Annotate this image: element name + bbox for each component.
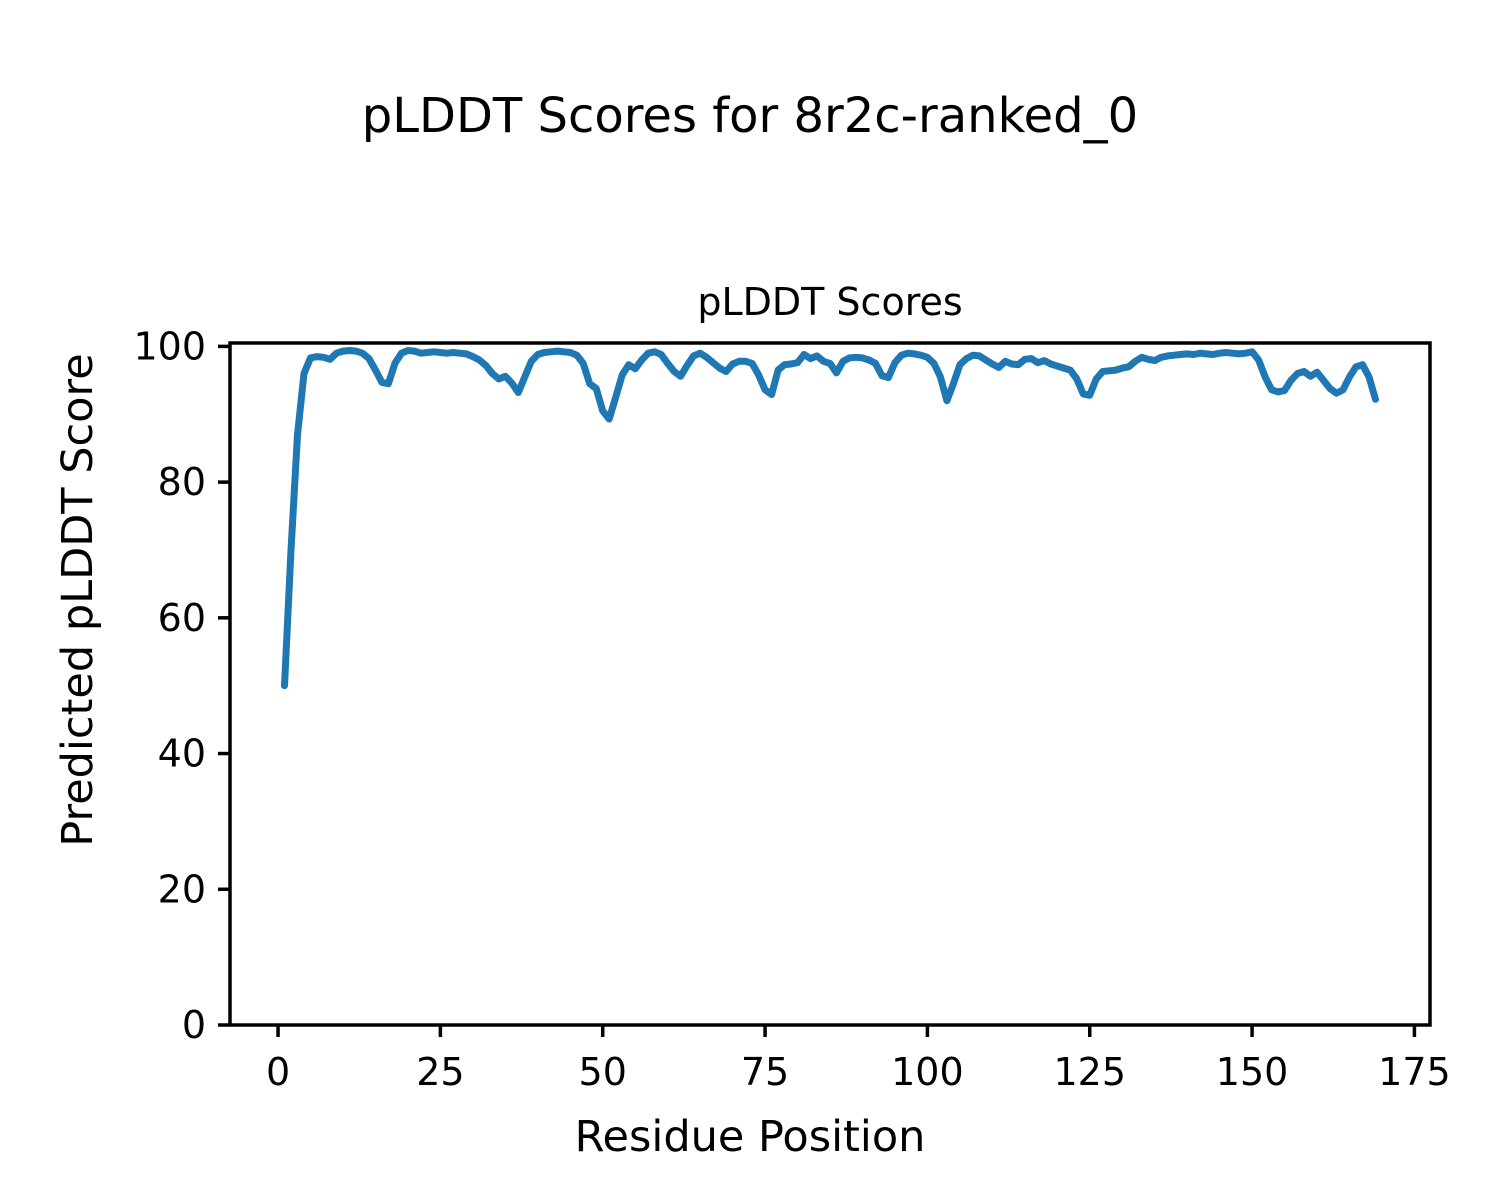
axes-spines [228, 341, 1432, 1027]
y-tick-label: 80 [158, 460, 206, 504]
figure-title: pLDDT Scores for 8r2c-ranked_0 [361, 88, 1139, 144]
x-tick-label: 0 [266, 1050, 290, 1094]
x-tick-label: 175 [1378, 1050, 1451, 1094]
axes-title: pLDDT Scores [697, 280, 963, 324]
y-tick-label: 40 [158, 732, 206, 776]
x-tick-label: 25 [416, 1050, 464, 1094]
x-tick-label: 75 [741, 1050, 789, 1094]
x-tick-label: 150 [1216, 1050, 1289, 1094]
x-axis-label: Residue Position [574, 1112, 926, 1162]
x-tick-label: 125 [1053, 1050, 1126, 1094]
y-tick-label: 60 [158, 596, 206, 640]
y-axis-label: Predicted pLDDT Score [53, 353, 103, 847]
y-tick-label: 20 [158, 867, 206, 911]
y-tick-label: 0 [182, 1003, 206, 1047]
x-tick-label: 100 [891, 1050, 964, 1094]
plddt-line-series [281, 347, 1379, 690]
y-tick-label: 100 [133, 324, 206, 368]
x-tick-label: 50 [579, 1050, 627, 1094]
